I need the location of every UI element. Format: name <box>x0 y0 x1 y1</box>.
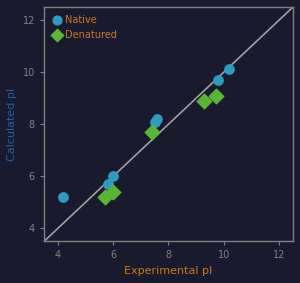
Native <box>155 117 160 121</box>
X-axis label: Experimental pI: Experimental pI <box>124 266 213 276</box>
Denatured <box>202 98 207 103</box>
Legend: Native, Denatured: Native, Denatured <box>49 12 120 42</box>
Denatured <box>149 130 154 134</box>
Native <box>61 195 66 200</box>
Native <box>216 78 221 82</box>
Denatured <box>102 195 107 200</box>
Native <box>227 67 232 72</box>
Native <box>111 174 116 179</box>
Y-axis label: Calculated pI: Calculated pI <box>7 88 17 161</box>
Denatured <box>111 190 116 194</box>
Native <box>152 119 157 124</box>
Denatured <box>213 93 218 98</box>
Native <box>105 182 110 186</box>
